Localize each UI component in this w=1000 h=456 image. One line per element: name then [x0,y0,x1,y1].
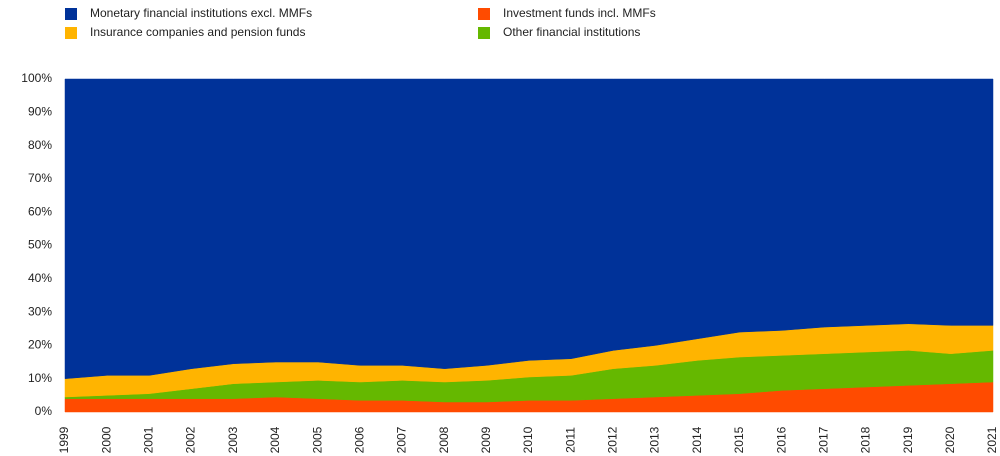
x-tick-label: 2007 [395,426,409,453]
x-tick-label: 2005 [310,426,324,453]
y-tick-label: 80% [28,138,52,152]
y-tick-label: 0% [35,404,53,418]
y-tick-label: 50% [28,238,52,252]
x-tick-label: 2016 [774,426,788,453]
x-tick-label: 2004 [268,426,282,453]
legend-swatch [478,27,490,39]
x-tick-label: 2017 [816,426,830,453]
y-tick-label: 60% [28,204,52,218]
x-tick-label: 2012 [606,426,620,453]
x-tick-label: 2010 [521,426,535,453]
x-tick-label: 2002 [184,426,198,453]
x-tick-label: 2009 [479,426,493,453]
legend-swatch [65,8,77,20]
x-tick-label: 2014 [690,426,704,453]
legend-label: Investment funds incl. MMFs [503,6,656,20]
legend-swatch [478,8,490,20]
y-tick-label: 30% [28,304,52,318]
x-tick-label: 2011 [563,427,577,453]
x-tick-label: 2019 [901,426,915,453]
y-tick-label: 20% [28,338,52,352]
x-tick-label: 2020 [943,426,957,453]
x-tick-label: 2008 [437,426,451,453]
x-tick-label: 1999 [57,426,71,453]
y-tick-label: 10% [28,371,52,385]
legend-label: Monetary financial institutions excl. MM… [90,6,312,20]
y-tick-label: 90% [28,104,52,118]
y-tick-label: 100% [21,71,52,85]
x-tick-label: 2018 [859,426,873,453]
y-tick-label: 70% [28,171,52,185]
x-tick-label: 2021 [985,426,999,453]
legend-swatch [65,27,77,39]
x-tick-label: 2000 [99,426,113,453]
x-tick-label: 2013 [648,426,662,453]
legend-label: Insurance companies and pension funds [90,25,305,39]
legend-label: Other financial institutions [503,25,640,39]
x-tick-label: 2006 [352,426,366,453]
area [64,78,994,379]
x-tick-label: 2001 [142,426,156,453]
x-tick-label: 2015 [732,426,746,453]
y-tick-label: 40% [28,271,52,285]
x-tick-label: 2003 [226,426,240,453]
